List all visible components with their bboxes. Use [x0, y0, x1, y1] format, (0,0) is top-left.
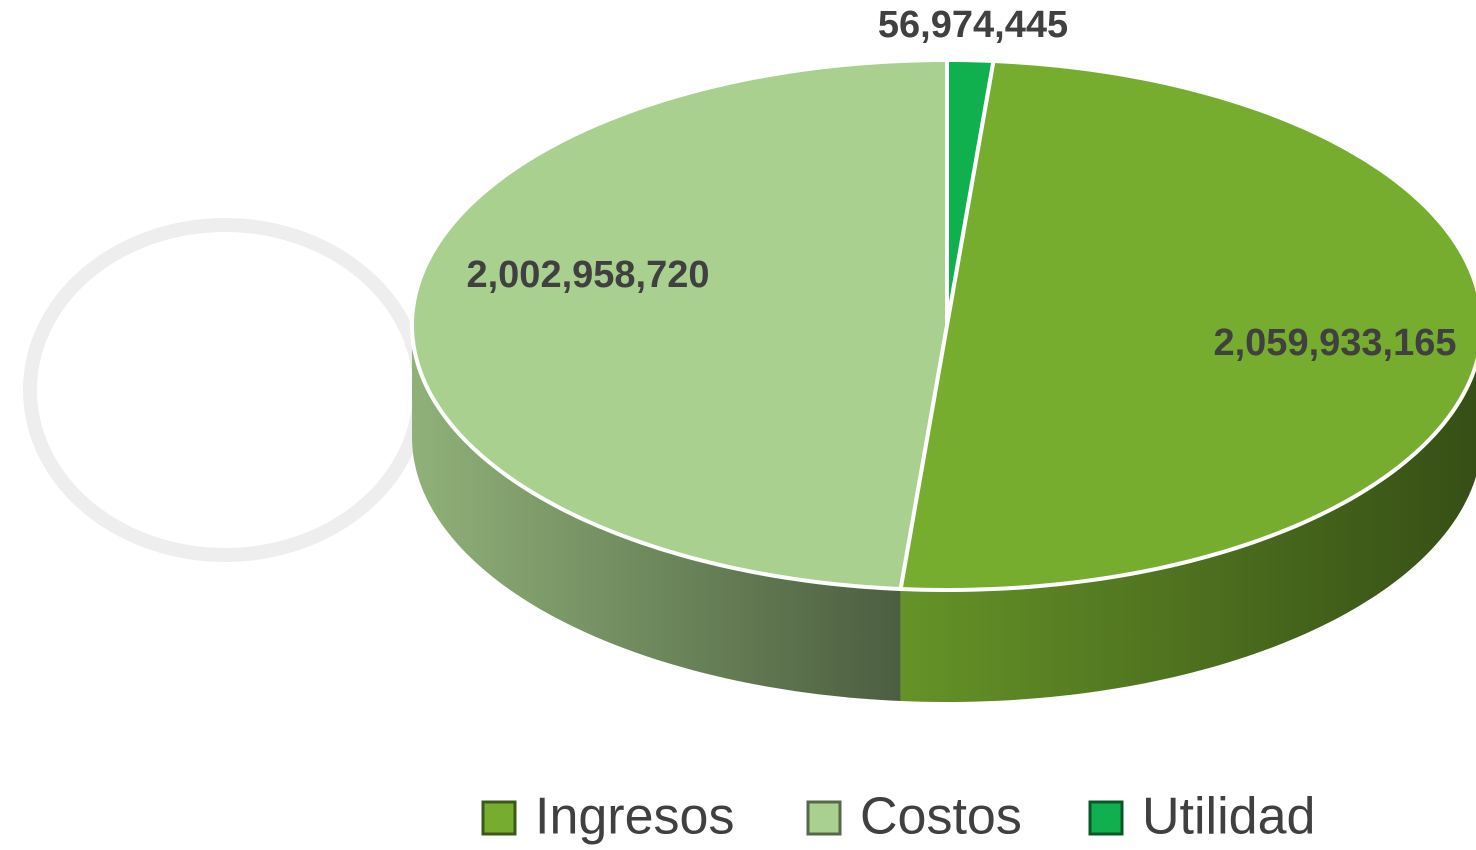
- legend-swatch: [1088, 800, 1124, 836]
- legend-label: Utilidad: [1142, 788, 1315, 846]
- pie-side: [412, 325, 901, 702]
- legend-label: Ingresos: [535, 788, 734, 846]
- pie-slice: [945, 57, 996, 326]
- data-label: 2,002,958,720: [466, 254, 709, 296]
- data-label: 56,974,445: [878, 4, 1068, 46]
- legend-label: Costos: [860, 788, 1022, 846]
- pie-side: [900, 364, 1476, 702]
- data-label: 2,059,933,165: [1213, 322, 1456, 364]
- pie: [410, 57, 1476, 702]
- legend-swatch: [806, 800, 842, 836]
- legend-swatch: [481, 800, 517, 836]
- legend: Ingresos Costos Utilidad: [481, 788, 1315, 846]
- pie-slice: [898, 58, 1476, 592]
- pie-slice: [410, 57, 949, 592]
- watermark: [23, 218, 427, 562]
